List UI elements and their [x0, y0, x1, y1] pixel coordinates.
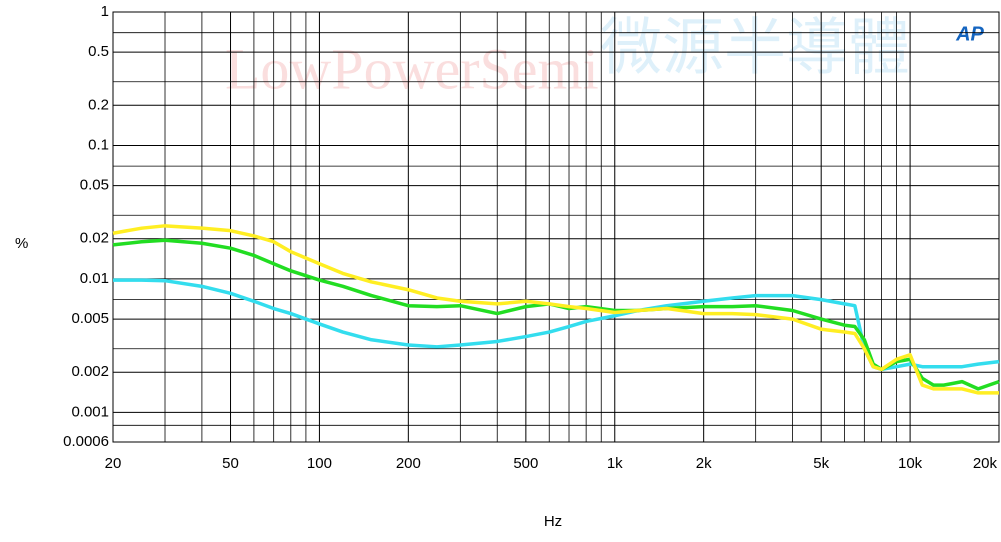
y-tick-label: 0.05: [80, 177, 109, 194]
y-tick-label: 0.0006: [63, 433, 109, 450]
x-tick-label: 500: [513, 455, 538, 472]
x-tick-label: 5k: [813, 455, 829, 472]
x-tick-label: 100: [307, 455, 332, 472]
y-tick-label: 0.2: [88, 96, 109, 113]
y-tick-label: 0.02: [80, 230, 109, 247]
x-tick-label: 20: [105, 455, 122, 472]
x-tick-label: 10k: [898, 455, 923, 472]
x-tick-label: 200: [396, 455, 421, 472]
data-line: [112, 238, 1000, 391]
x-tick-label: 2k: [696, 455, 712, 472]
x-tick-label: 50: [222, 455, 239, 472]
x-tick-label: 20k: [973, 455, 998, 472]
y-axis-label: %: [15, 235, 28, 252]
x-tick-label: 1k: [607, 455, 623, 472]
y-tick-label: 1: [101, 3, 109, 20]
y-tick-label: 0.001: [71, 403, 109, 420]
y-tick-label: 0.5: [88, 43, 109, 60]
y-tick-label: 0.1: [88, 136, 109, 153]
x-axis-label: Hz: [544, 513, 562, 530]
y-tick-label: 0.002: [71, 363, 109, 380]
y-tick-label: 0.005: [71, 310, 109, 327]
y-tick-label: 0.01: [80, 270, 109, 287]
watermark: 微源半導體: [600, 13, 910, 82]
logo: AP: [955, 23, 984, 45]
watermark: LowPowerSemi: [225, 36, 599, 101]
data-line: [112, 224, 999, 395]
plot-frame: [112, 11, 1000, 443]
